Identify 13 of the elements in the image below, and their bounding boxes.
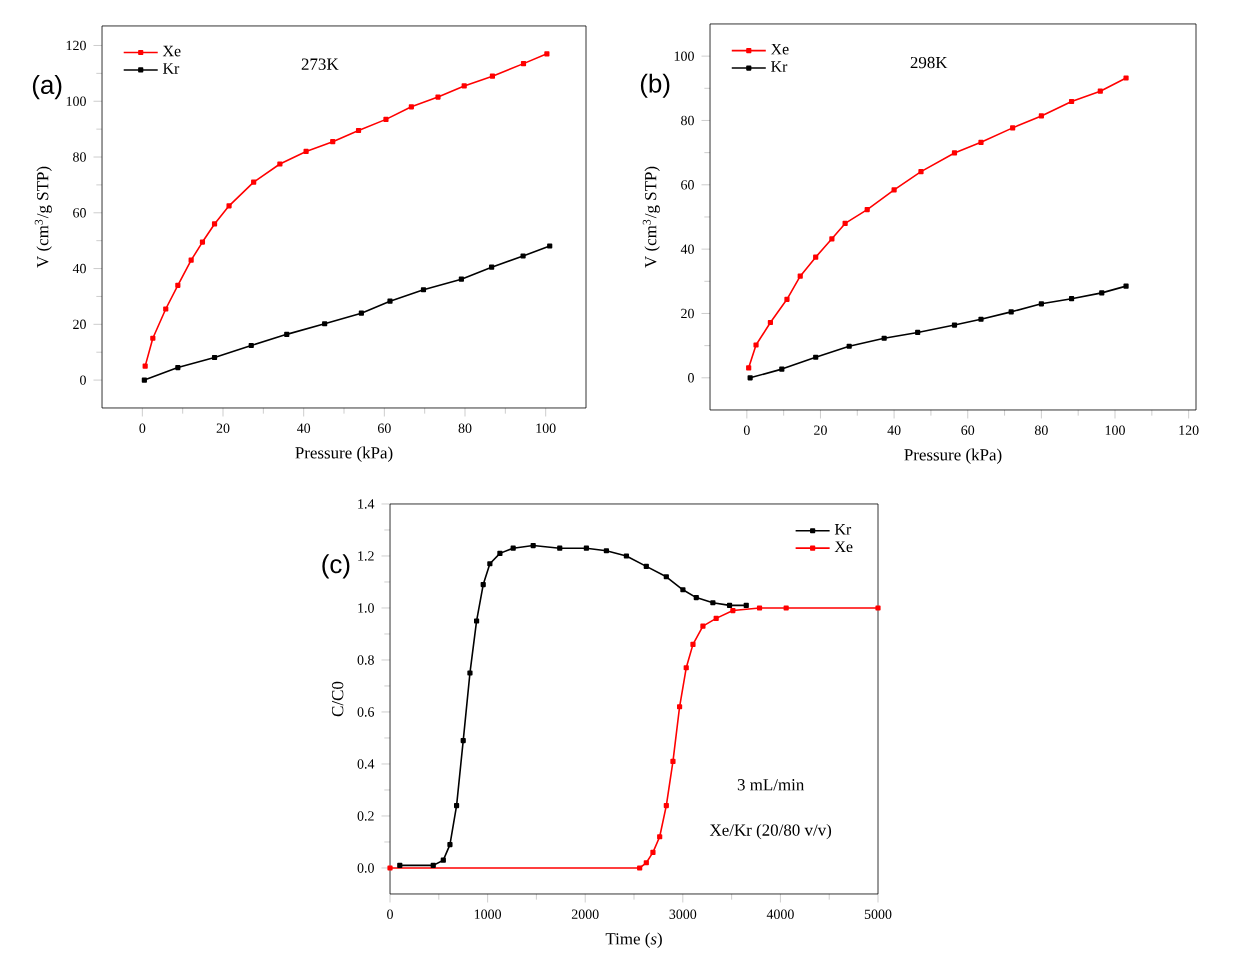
x-axis-title: Pressure (kPa) (904, 448, 1002, 464)
y-axis-title: C/C0 (331, 681, 344, 717)
annotation: 3 mL/min (737, 779, 805, 791)
y-axis-title: V (cm$^{3}$/g STP) (642, 166, 660, 268)
annotation: Xe/Kr (20/80 v/v) (709, 823, 832, 840)
text: (b) (640, 73, 670, 98)
text: (c) (322, 554, 350, 579)
annotation: 273K (301, 58, 339, 70)
y-axis-title: V (cm$^{3}$/g STP) (34, 166, 52, 268)
text: (a) (32, 75, 62, 100)
x-axis-title: Pressure (kPa) (295, 446, 393, 462)
annotation: 298K (910, 56, 948, 69)
x-axis-title: Time (s) (605, 932, 662, 948)
